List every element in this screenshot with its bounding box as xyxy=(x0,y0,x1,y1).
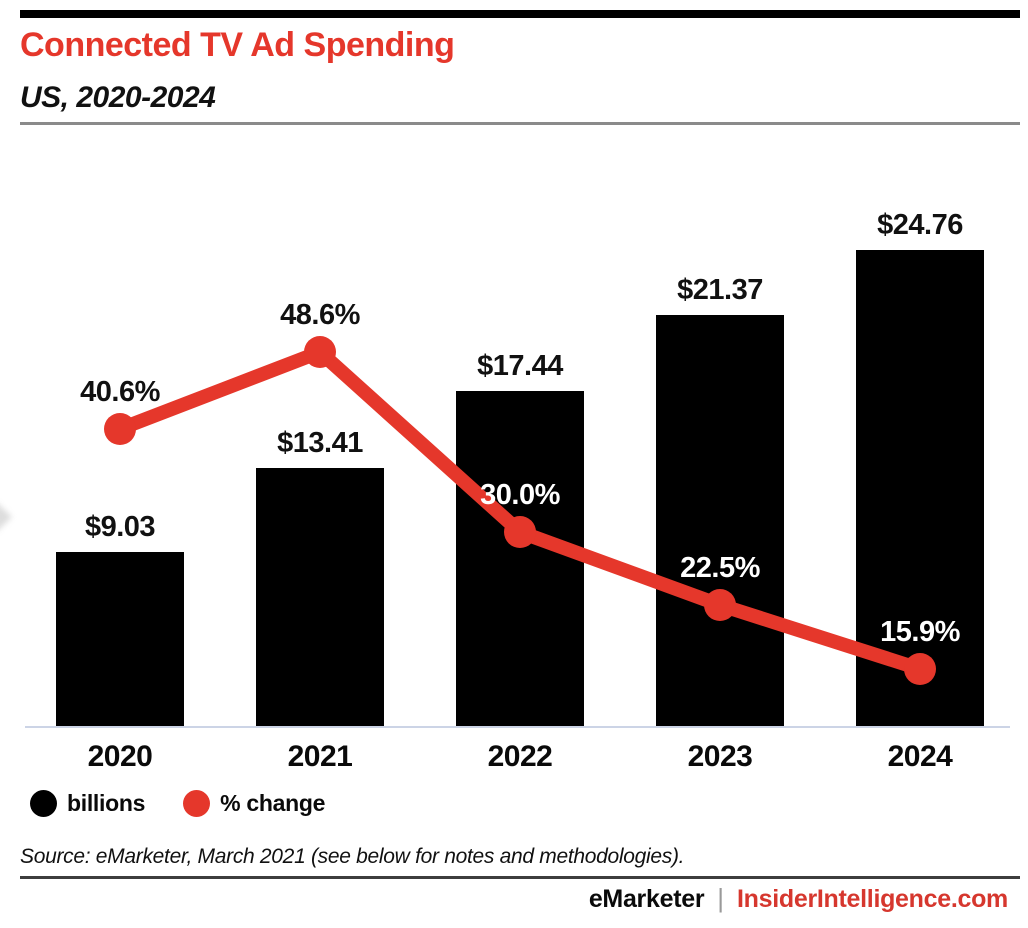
bar-value-label: $9.03 xyxy=(84,511,156,543)
legend-swatch-icon xyxy=(30,790,57,817)
legend-label: % change xyxy=(220,790,326,816)
bar-value-label: $17.44 xyxy=(477,350,563,382)
header-divider xyxy=(20,122,1020,125)
bar-2021 xyxy=(256,468,384,726)
pct-point-2021 xyxy=(304,336,336,368)
bar-value-label: $21.37 xyxy=(677,274,763,306)
bar-2020 xyxy=(56,552,184,726)
x-axis-baseline xyxy=(25,726,1010,728)
legend-item: billions xyxy=(30,790,145,817)
bar-2024 xyxy=(856,250,984,726)
footer-divider xyxy=(20,876,1020,879)
source-note: Source: eMarketer, March 2021 (see below… xyxy=(20,845,685,868)
page-subtitle: US, 2020-2024 xyxy=(20,81,216,114)
footer: eMarketer | InsiderIntelligence.com xyxy=(589,883,1008,914)
footer-separator: | xyxy=(717,883,725,913)
pct-value-label: 40.6% xyxy=(80,376,160,408)
bar-value-label: $24.76 xyxy=(877,209,963,241)
pct-value-label: 22.5% xyxy=(680,552,760,584)
legend: billions % change xyxy=(30,790,325,817)
bar-2023 xyxy=(656,315,784,726)
legend-item: % change xyxy=(183,790,325,817)
left-arrow-artifact-icon xyxy=(0,500,12,534)
x-axis-label-2023: 2023 xyxy=(687,740,753,773)
pct-value-label: 15.9% xyxy=(880,616,960,648)
pct-point-2020 xyxy=(104,413,136,445)
pct-value-label: 48.6% xyxy=(280,299,360,331)
x-axis-label-2024: 2024 xyxy=(887,740,953,773)
page-title: Connected TV Ad Spending xyxy=(20,26,455,64)
bar-value-label: $13.41 xyxy=(277,427,363,459)
footer-brand: eMarketer xyxy=(588,885,705,913)
x-axis-label-2021: 2021 xyxy=(287,740,353,773)
x-axis-label-2022: 2022 xyxy=(487,740,553,773)
x-axis-label-2020: 2020 xyxy=(87,740,153,773)
footer-site-link[interactable]: InsiderIntelligence.com xyxy=(737,885,1008,913)
bar-2022 xyxy=(456,391,584,726)
legend-swatch-icon xyxy=(183,790,211,817)
legend-label: billions xyxy=(67,790,146,816)
pct-value-label: 30.0% xyxy=(480,479,560,511)
top-accent-bar xyxy=(20,10,1020,18)
